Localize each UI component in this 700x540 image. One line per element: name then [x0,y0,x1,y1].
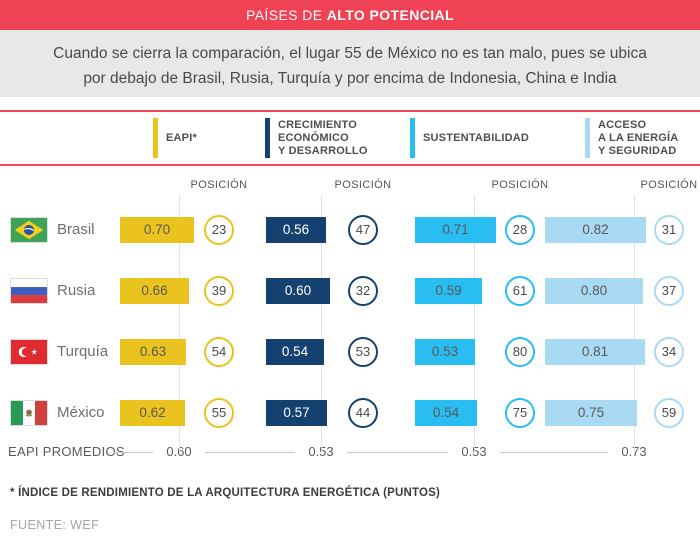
eapi-score-bar: 0.62 [120,400,185,426]
crecimiento-score-bar: 0.60 [266,278,330,304]
sustentabilidad-position-badge: 80 [505,337,535,367]
acceso-position-badge: 37 [654,276,684,306]
sustentabilidad-score-bar: 0.53 [415,339,475,365]
acceso-position-badge: 59 [654,398,684,428]
legend-item-crecimiento: CRECIMIENTO ECONÓMICO Y DESARROLLO [265,112,368,164]
sustentabilidad-score-bar: 0.54 [415,400,477,426]
position-column-label-acceso: POSICIÓN [640,179,698,191]
eapi-color-swatch [153,118,158,158]
average-gridline [179,195,180,453]
acceso-score-bar: 0.75 [545,400,637,426]
position-column-label-eapi: POSICIÓN [190,179,248,191]
legend-item-acceso: ACCESO A LA ENERGÍA Y SEGURIDAD [585,112,678,164]
country-row-mx: México 0.62 55 0.57 44 0.54 75 0.75 59 [0,398,700,428]
crecimiento-color-swatch [265,118,270,158]
country-row-br: Brasil 0.70 23 0.56 47 0.71 28 0.82 31 [0,215,700,245]
average-gridline [634,195,635,453]
averages-connector-line [114,452,153,453]
crecimiento-score-bar: 0.54 [266,339,324,365]
legend-item-eapi: EAPI* [153,112,197,164]
averages-connector-line [347,452,448,453]
eapi-score-bar: 0.70 [120,217,194,243]
crecimiento-position-badge: 32 [348,276,378,306]
acceso-position-badge: 34 [654,337,684,367]
eapi-position-badge: 39 [204,276,234,306]
header-banner: PAÍSES DE ALTO POTENCIAL [0,0,700,30]
acceso-position-badge: 31 [654,215,684,245]
country-name: Rusia [57,282,96,299]
tr-flag-icon [10,339,48,365]
eapi-score-bar: 0.63 [120,339,186,365]
legend-item-sustentabilidad: SUSTENTABILIDAD [410,112,529,164]
ru-flag-icon [10,278,48,304]
br-flag-icon [10,217,48,243]
country-name: Turquía [57,343,109,360]
eapi-score-bar: 0.66 [120,278,189,304]
averages-connector-line [500,452,608,453]
source-credit: FUENTE: WEF [10,518,100,532]
legend-label-sustentabilidad: SUSTENTABILIDAD [423,131,530,144]
sustentabilidad-position-badge: 75 [505,398,535,428]
legend-label-acceso: ACCESO A LA ENERGÍA Y SEGURIDAD [598,118,679,157]
footnote: * ÍNDICE DE RENDIMIENTO DE LA ARQUITECTU… [10,487,441,499]
legend-label-crecimiento: CRECIMIENTO ECONÓMICO Y DESARROLLO [278,118,368,157]
mx-flag-icon [10,400,48,426]
crecimiento-position-badge: 53 [348,337,378,367]
position-column-label-sustentabilidad: POSICIÓN [491,179,549,191]
sustentabilidad-position-badge: 61 [505,276,535,306]
eapi-position-badge: 23 [204,215,234,245]
country-row-ru: Rusia 0.66 39 0.60 32 0.59 61 0.80 37 [0,276,700,306]
acceso-score-bar: 0.81 [545,339,645,365]
sustentabilidad-color-swatch [410,118,415,158]
sustentabilidad-score-bar: 0.71 [415,217,496,243]
country-row-tr: Turquía 0.63 54 0.54 53 0.53 80 0.81 34 [0,337,700,367]
country-name: Brasil [57,221,95,238]
crecimiento-position-badge: 44 [348,398,378,428]
comparison-chart: EAPI PROMEDIOS 0.60 0.53 0.53 0.73 POSIC… [0,175,700,467]
subtitle-line-1: Cuando se cierra la comparación, el luga… [53,45,647,62]
acceso-score-bar: 0.80 [545,278,643,304]
acceso-score-bar: 0.82 [545,217,646,243]
subtitle-line-2: por debajo de Brasil, Rusia, Turquía y p… [83,70,617,87]
country-name: México [57,404,105,421]
crecimiento-position-badge: 47 [348,215,378,245]
banner-title-prefix: PAÍSES DE [246,7,327,23]
sustentabilidad-score-bar: 0.59 [415,278,482,304]
eapi-position-badge: 54 [204,337,234,367]
legend-label-eapi: EAPI* [166,131,197,144]
banner-title-bold: ALTO POTENCIAL [326,7,454,23]
averages-connector-line [205,452,295,453]
subtitle-box: Cuando se cierra la comparación, el luga… [0,30,700,97]
crecimiento-score-bar: 0.56 [266,217,326,243]
position-column-label-crecimiento: POSICIÓN [334,179,392,191]
sustentabilidad-position-badge: 28 [505,215,535,245]
acceso-color-swatch [585,118,590,158]
average-gridline [321,195,322,453]
eapi-position-badge: 55 [204,398,234,428]
average-gridline [474,195,475,453]
averages-label: EAPI PROMEDIOS [8,444,125,459]
legend-band: EAPI* CRECIMIENTO ECONÓMICO Y DESARROLLO… [0,110,700,166]
averages-row: EAPI PROMEDIOS 0.60 0.53 0.53 0.73 [0,443,700,461]
crecimiento-score-bar: 0.57 [266,400,327,426]
